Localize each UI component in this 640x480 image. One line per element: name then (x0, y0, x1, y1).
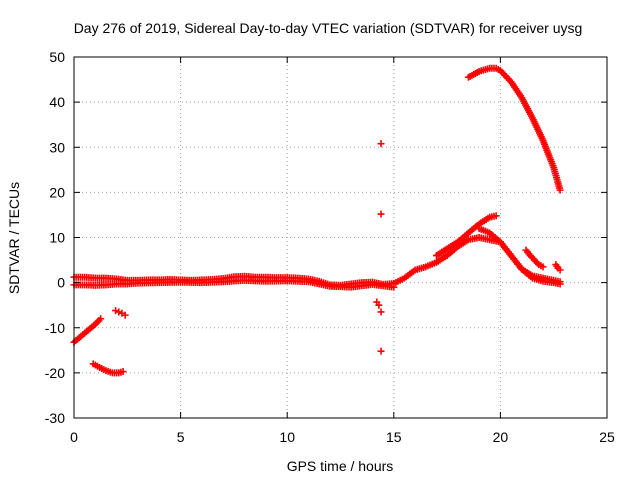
data-point (556, 186, 564, 194)
x-axis-label: GPS time / hours (287, 458, 394, 474)
series-lower-band (70, 276, 398, 291)
x-tick-label: 15 (386, 429, 402, 445)
series-high-arc (464, 64, 564, 194)
data-point (119, 368, 127, 376)
y-tick-label: -30 (45, 410, 65, 426)
x-tick-label: 25 (599, 429, 615, 445)
y-tick-label: -20 (45, 365, 65, 381)
series-late-short (522, 246, 547, 271)
data-point (377, 308, 385, 316)
y-tick-label: 30 (49, 139, 65, 155)
y-tick-label: 10 (49, 230, 65, 246)
chart-title: Day 276 of 2019, Sidereal Day-to-day VTE… (74, 20, 583, 36)
y-tick-label: -10 (45, 320, 65, 336)
data-point (375, 301, 383, 309)
data-point (377, 140, 385, 148)
data-point (112, 307, 120, 315)
x-tick-label: 20 (493, 429, 509, 445)
data-point (539, 263, 547, 271)
y-tick-label: 50 (49, 49, 65, 65)
series-early-descending (70, 315, 105, 346)
series-early-low-arc (89, 360, 127, 377)
data-point (377, 210, 385, 218)
x-tick-label: 5 (177, 429, 185, 445)
series-isolated-points (373, 140, 385, 355)
series-secondary-arc (475, 224, 564, 286)
data-point (556, 278, 564, 286)
data-point (533, 259, 541, 267)
data-points (70, 64, 564, 377)
data-point (97, 315, 105, 323)
data-point (377, 347, 385, 355)
series-upper-arc (432, 212, 500, 260)
y-tick-label: 0 (57, 275, 65, 291)
series-early-short (112, 307, 129, 319)
data-point (121, 311, 129, 319)
data-point (492, 212, 500, 220)
y-tick-label: 40 (49, 94, 65, 110)
series-end-cluster (552, 261, 564, 274)
data-point (115, 308, 123, 316)
x-tick-label: 0 (70, 429, 78, 445)
y-axis-label: SDTVAR / TECUs (6, 182, 22, 294)
axis-ticks (73, 56, 608, 419)
tick-labels: 0 5 10 15 20 25 -30 -20 -10 0 10 20 30 40 50 (45, 49, 615, 445)
data-point (556, 266, 564, 274)
data-point (390, 283, 398, 291)
x-tick-label: 10 (279, 429, 295, 445)
y-tick-label: 20 (49, 184, 65, 200)
